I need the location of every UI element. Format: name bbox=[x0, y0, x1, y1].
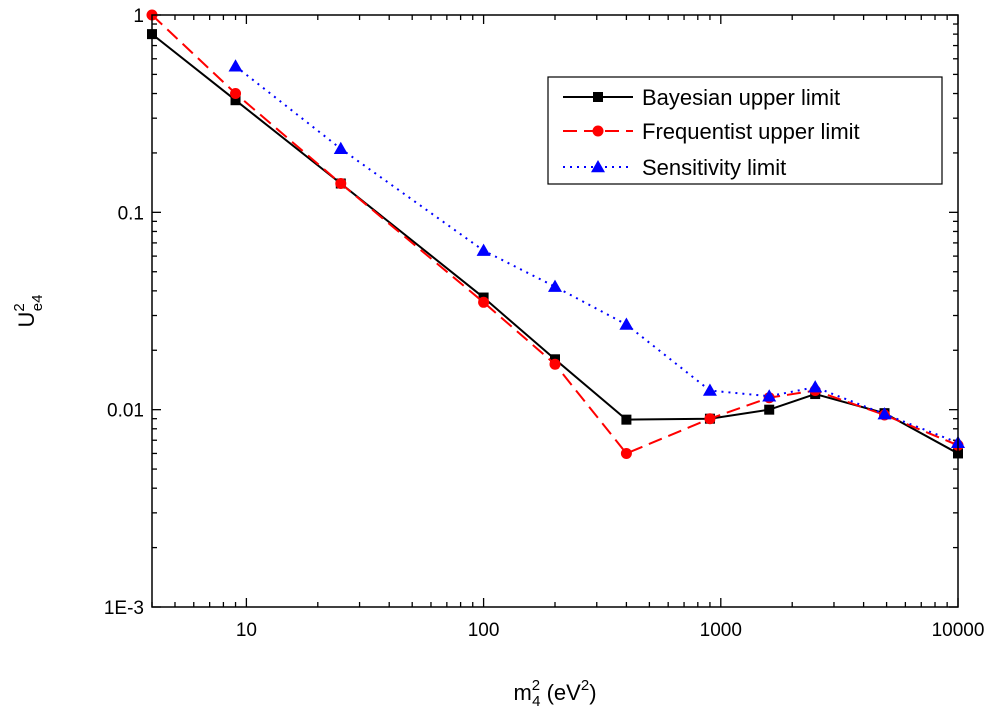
legend-item: Bayesian upper limit bbox=[563, 85, 840, 110]
x-tick-label: 10 bbox=[236, 620, 257, 641]
legend-label: Bayesian upper limit bbox=[642, 85, 840, 110]
data-point bbox=[549, 358, 561, 370]
data-point bbox=[764, 404, 775, 415]
x-axis-title-sub: 4 bbox=[532, 693, 540, 710]
data-point bbox=[335, 177, 347, 189]
y-tick-label: 0.01 bbox=[107, 401, 144, 422]
x-axis-title-base: m bbox=[513, 680, 531, 705]
x-tick-label: 10000 bbox=[932, 620, 985, 641]
data-point bbox=[230, 88, 242, 100]
legend-label: Sensitivity limit bbox=[642, 155, 786, 180]
y-axis-title-sub: e4 bbox=[29, 295, 46, 312]
legend-marker bbox=[591, 160, 605, 173]
legend-label: Frequentist upper limit bbox=[642, 119, 860, 144]
x-axis-title-rest-sup: 2 bbox=[581, 677, 589, 694]
data-point bbox=[702, 383, 717, 396]
y-tick-label: 1E-3 bbox=[104, 598, 144, 619]
x-axis-title: m2 4 (eV2) bbox=[513, 677, 596, 710]
data-point bbox=[333, 141, 348, 154]
y-axis-title-sup: 2 bbox=[11, 303, 28, 311]
y-axis-title: U2e4 bbox=[11, 295, 46, 328]
data-point bbox=[762, 389, 777, 402]
x-axis-title-sup: 2 bbox=[532, 677, 540, 694]
data-point bbox=[230, 95, 241, 106]
data-point bbox=[548, 279, 562, 292]
data-point bbox=[476, 243, 491, 256]
x-tick-label: 100 bbox=[468, 620, 500, 641]
y-axis-title-base: U bbox=[14, 312, 39, 328]
data-point bbox=[620, 447, 632, 459]
data-point bbox=[478, 296, 490, 308]
data-point bbox=[228, 59, 243, 72]
x-axis-title-close: ) bbox=[589, 680, 596, 705]
legend-marker bbox=[593, 92, 603, 102]
legend-marker bbox=[592, 125, 604, 137]
y-tick-label: 1 bbox=[133, 6, 144, 27]
legend-item: Sensitivity limit bbox=[563, 155, 786, 180]
data-point bbox=[619, 317, 634, 330]
plot-series bbox=[146, 9, 965, 459]
series-line bbox=[152, 15, 958, 455]
x-tick-label: 1000 bbox=[700, 620, 742, 641]
plot-frame bbox=[151, 14, 959, 608]
data-point bbox=[704, 413, 716, 425]
y-tick-label: 0.1 bbox=[118, 203, 144, 224]
data-point bbox=[877, 407, 892, 420]
data-point bbox=[808, 380, 823, 393]
data-point bbox=[621, 414, 632, 425]
axis-tick-labels: 10 100 1000 10000 1E-3 0.01 0.1 1 bbox=[104, 6, 985, 641]
x-axis-title-rest: (eV bbox=[540, 680, 581, 705]
legend-item: Frequentist upper limit bbox=[563, 119, 860, 144]
legend: Bayesian upper limit Frequentist upper li… bbox=[547, 76, 943, 185]
